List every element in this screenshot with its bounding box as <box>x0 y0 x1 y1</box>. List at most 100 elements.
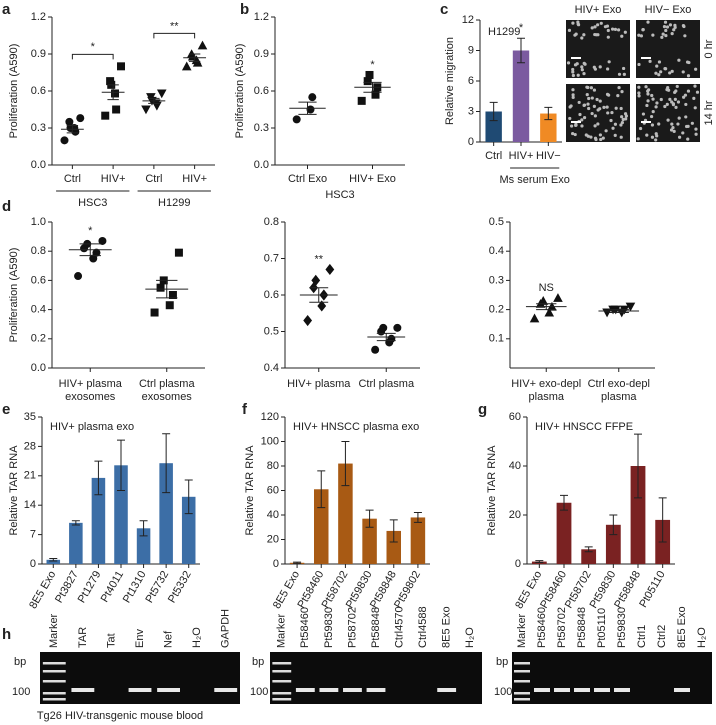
cell <box>582 33 586 37</box>
cell <box>616 94 620 98</box>
lane-label: Tat <box>105 633 117 648</box>
gel <box>512 652 712 704</box>
y-tick-label: 0.2 <box>31 333 46 345</box>
bar <box>136 528 151 564</box>
cell <box>596 23 600 27</box>
cell <box>655 101 659 105</box>
error-bar <box>365 509 374 528</box>
error-bar <box>608 309 629 314</box>
lane-label: TAR <box>77 627 89 648</box>
x-tick-label: Ctrl exo-depl <box>588 378 650 390</box>
cell <box>678 135 682 139</box>
bar <box>91 477 106 564</box>
cell <box>668 97 672 101</box>
y-tick-label: 9 <box>468 44 474 56</box>
cell <box>665 87 669 92</box>
cell <box>594 33 598 37</box>
cell <box>682 24 686 29</box>
cell <box>646 20 650 24</box>
bar <box>581 549 597 564</box>
y-tick-label: 0.3 <box>31 122 46 134</box>
cell <box>606 111 610 115</box>
y-tick-label: 3 <box>468 105 474 117</box>
cell <box>582 116 587 120</box>
cell <box>570 124 574 128</box>
gel-unit: bp <box>252 656 264 668</box>
cell <box>596 122 600 126</box>
cell <box>686 89 691 93</box>
cell <box>637 33 641 37</box>
cell <box>606 67 610 71</box>
cell <box>610 110 614 115</box>
x-tick-label: exosomes <box>142 391 193 403</box>
error-bar <box>535 560 544 564</box>
dot <box>357 96 366 105</box>
error-bar <box>544 106 553 121</box>
error-bar <box>489 101 498 122</box>
cell <box>577 100 581 105</box>
cell <box>654 105 658 109</box>
y-tick-label: 0.6 <box>31 274 46 286</box>
lane-label: Pt58702 <box>556 607 568 648</box>
dot <box>106 77 115 86</box>
significance: * <box>91 41 96 53</box>
micrograph <box>566 84 630 142</box>
dot <box>181 61 192 71</box>
cell <box>599 21 603 25</box>
cell <box>673 90 677 95</box>
cell <box>654 138 658 142</box>
cell <box>623 112 628 116</box>
cell <box>605 105 609 109</box>
cell <box>613 27 618 31</box>
cell <box>694 132 698 136</box>
cell <box>571 73 575 78</box>
cell <box>650 93 654 98</box>
cell <box>623 30 627 34</box>
group-label: H1299 <box>158 197 190 209</box>
cell <box>657 60 662 64</box>
ladder-band <box>272 680 292 683</box>
y-tick-label: 40 <box>267 509 279 521</box>
y-tick-label: 0.3 <box>254 122 269 134</box>
cell <box>683 93 688 97</box>
bar <box>540 113 557 142</box>
cell <box>582 61 586 65</box>
ladder-band <box>42 692 66 695</box>
ladder-band <box>514 698 530 701</box>
dot <box>117 62 126 71</box>
cell <box>593 114 597 118</box>
error-bar <box>413 512 422 523</box>
cell <box>681 70 685 74</box>
dot <box>92 248 101 257</box>
cell <box>651 110 655 114</box>
cell <box>590 26 594 30</box>
y-axis-label: Relative TAR RNA <box>8 445 20 536</box>
dot <box>60 136 69 145</box>
gel-unit: bp <box>14 656 26 668</box>
ladder-band <box>42 680 66 683</box>
error-bar <box>560 494 568 511</box>
y-tick-label: 0.4 <box>264 362 279 374</box>
lane-label: H₂O <box>696 627 708 648</box>
x-tick-label: HIV+ <box>509 150 534 162</box>
cell <box>681 131 685 135</box>
lane-label: Pt58848 <box>370 607 382 648</box>
micrograph <box>636 20 700 78</box>
cell <box>684 102 688 107</box>
y-tick-label: 0 <box>30 558 36 570</box>
cell <box>677 116 681 120</box>
cell <box>637 62 641 67</box>
cell <box>582 72 586 76</box>
y-tick-label: 0.4 <box>31 304 46 316</box>
lane-label: Ctrl4588 <box>417 606 429 648</box>
dot <box>165 301 174 310</box>
micrograph <box>566 20 630 78</box>
cell <box>668 71 672 75</box>
significance: ** <box>170 20 179 32</box>
cell <box>651 97 655 101</box>
cell <box>571 93 575 97</box>
dot <box>156 283 165 292</box>
x-tick-label: Ctrl <box>485 150 502 162</box>
cell <box>646 89 650 93</box>
ladder-band <box>42 662 66 665</box>
